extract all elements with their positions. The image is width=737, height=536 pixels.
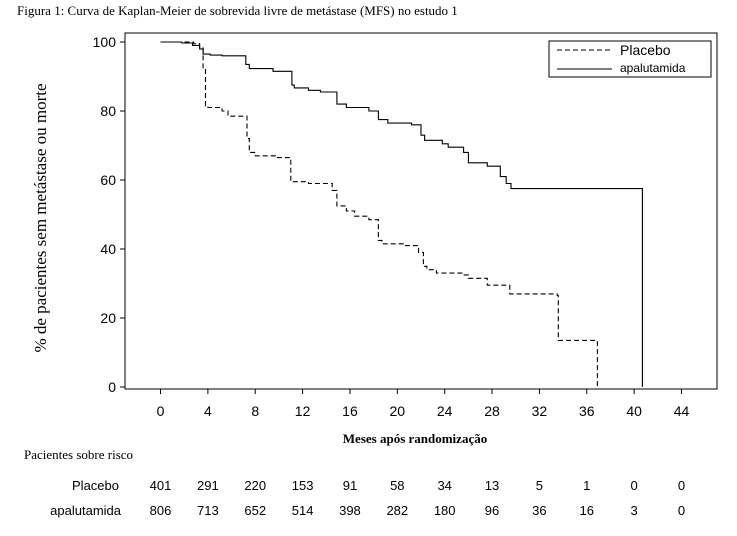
y-axis-label: % de pacientes sem metástase ou morte xyxy=(31,83,50,352)
risk-value: 0 xyxy=(678,503,685,518)
risk-value: 713 xyxy=(197,503,219,518)
y-tick-label: 20 xyxy=(100,310,116,326)
risk-value: 1 xyxy=(583,478,590,493)
y-tick-label: 80 xyxy=(100,103,116,119)
risk-value: 291 xyxy=(197,478,219,493)
risk-value: 220 xyxy=(244,478,266,493)
legend-label-placebo: Placebo xyxy=(620,42,671,58)
x-tick-label: 36 xyxy=(579,403,595,419)
y-tick-label: 100 xyxy=(93,34,117,50)
x-tick-label: 4 xyxy=(204,403,212,419)
x-tick-label: 40 xyxy=(626,403,642,419)
risk-value: 58 xyxy=(390,478,404,493)
risk-value: 514 xyxy=(292,503,314,518)
figure-title: Figura 1: Curva de Kaplan-Meier de sobre… xyxy=(17,3,458,18)
y-tick-label: 40 xyxy=(100,241,116,257)
x-tick-label: 8 xyxy=(251,403,259,419)
risk-value: 16 xyxy=(580,503,594,518)
risk-table: Placebo 401 291 220 153 91 58 34 13 5 1 0 0 apalutami… xyxy=(50,478,685,518)
risk-value: 96 xyxy=(485,503,499,518)
risk-table-title: Pacientes sobre risco xyxy=(24,447,133,462)
legend-box xyxy=(548,40,712,78)
x-tick-label: 0 xyxy=(157,403,165,419)
plot-frame xyxy=(124,32,718,390)
x-axis: 0 4 8 12 16 20 24 28 32 36 40 44 xyxy=(157,389,690,419)
risk-value: 398 xyxy=(339,503,361,518)
series-line-apalutamida xyxy=(160,41,643,387)
y-tick-label: 0 xyxy=(108,379,116,395)
x-axis-label: Meses após randomização xyxy=(343,431,487,446)
risk-value: 0 xyxy=(631,478,638,493)
x-tick-label: 20 xyxy=(390,403,406,419)
risk-value: 34 xyxy=(437,478,451,493)
risk-value: 652 xyxy=(244,503,266,518)
y-axis: 0 20 40 60 80 100 xyxy=(93,34,125,395)
x-tick-label: 32 xyxy=(532,403,548,419)
risk-value: 36 xyxy=(532,503,546,518)
risk-value: 0 xyxy=(678,478,685,493)
risk-value: 180 xyxy=(434,503,456,518)
risk-value: 806 xyxy=(150,503,172,518)
risk-value: 3 xyxy=(631,503,638,518)
x-tick-label: 44 xyxy=(674,403,690,419)
y-tick-label: 60 xyxy=(100,172,116,188)
km-curves xyxy=(160,41,643,387)
x-tick-label: 16 xyxy=(342,403,358,419)
legend-label-apalutamida: apalutamida xyxy=(620,61,686,75)
x-tick-label: 12 xyxy=(295,403,311,419)
legend: Placebo apalutamida xyxy=(548,40,712,78)
risk-value: 91 xyxy=(343,478,357,493)
x-tick-label: 24 xyxy=(437,403,453,419)
risk-value: 13 xyxy=(485,478,499,493)
risk-row-label: Placebo xyxy=(72,478,119,493)
x-tick-label: 28 xyxy=(484,403,500,419)
risk-row-label: apalutamida xyxy=(50,503,122,518)
risk-value: 153 xyxy=(292,478,314,493)
series-line-placebo xyxy=(160,41,598,387)
risk-value: 401 xyxy=(150,478,172,493)
risk-value: 5 xyxy=(536,478,543,493)
risk-value: 282 xyxy=(386,503,408,518)
